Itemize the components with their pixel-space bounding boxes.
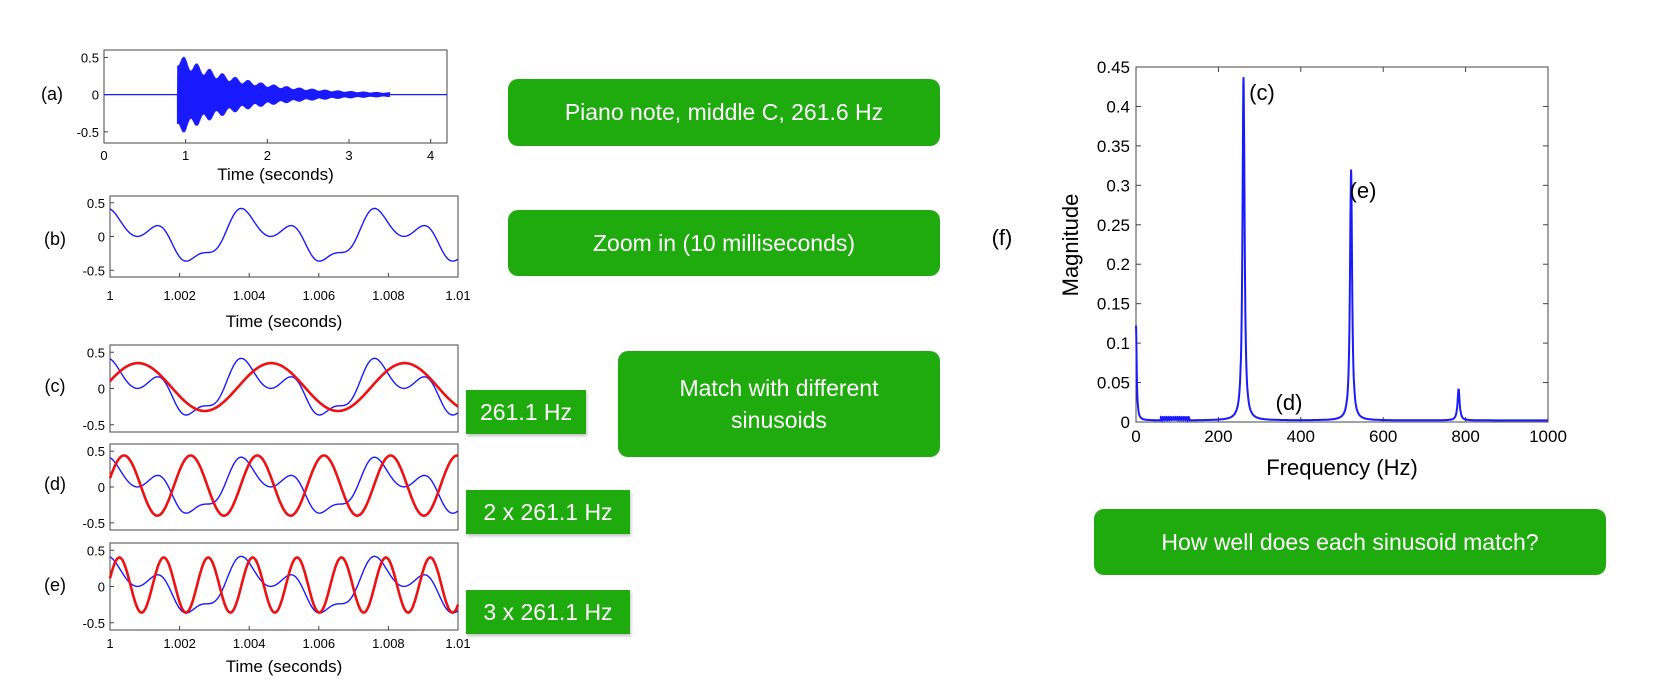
peak-annotation-c: (c) <box>1249 80 1275 105</box>
signal-waveform-b <box>109 207 459 262</box>
y-tick-label-a: 0.5 <box>81 50 99 65</box>
peak-annotation-d: (d) <box>1276 390 1303 415</box>
y-tick-label-d: -0.5 <box>83 516 105 531</box>
panel-label-b: (b) <box>44 229 66 249</box>
callout-how-well: How well does each sinusoid match? <box>1094 509 1606 575</box>
spectrum-line-f <box>1135 77 1548 424</box>
x-tick-label-e: 1.002 <box>163 636 196 651</box>
panel-label-a: (a) <box>41 84 63 104</box>
x-tick-label-b: 1.004 <box>233 288 266 303</box>
y-tick-label-e: -0.5 <box>83 616 105 631</box>
y-tick-label-c: 0 <box>98 382 105 397</box>
x-tick-label-b: 1 <box>106 288 113 303</box>
x-tick-label-f: 1000 <box>1529 427 1567 446</box>
y-tick-label-e: 0.5 <box>87 543 105 558</box>
x-tick-label-f: 800 <box>1451 427 1479 446</box>
y-tick-label-d: 0 <box>98 480 105 495</box>
y-tick-label-f: 0.05 <box>1097 374 1130 393</box>
y-tick-label-f: 0.35 <box>1097 137 1130 156</box>
x-tick-label-a: 3 <box>345 148 352 163</box>
x-tick-label-a: 4 <box>427 148 434 163</box>
y-tick-label-f: 0 <box>1121 413 1130 432</box>
x-axis-label-a: Time (seconds) <box>217 165 334 184</box>
x-tick-label-e: 1.006 <box>303 636 336 651</box>
x-tick-label-f: 200 <box>1204 427 1232 446</box>
x-tick-label-a: 0 <box>100 148 107 163</box>
y-tick-label-f: 0.15 <box>1097 295 1130 314</box>
callout-zoom-in: Zoom in (10 milliseconds) <box>508 210 940 276</box>
y-tick-label-b: 0.5 <box>87 196 105 211</box>
y-tick-label-b: -0.5 <box>83 263 105 278</box>
tag-c-frequency: 261.1 Hz <box>466 390 586 434</box>
y-tick-label-f: 0.1 <box>1106 334 1130 353</box>
signal-waveform-d <box>109 456 459 514</box>
sinusoid-d <box>108 454 458 518</box>
callout-piano-note: Piano note, middle C, 261.6 Hz <box>508 79 940 146</box>
y-tick-label-f: 0.3 <box>1106 176 1130 195</box>
x-tick-label-a: 2 <box>264 148 271 163</box>
x-axis-label-e: Time (seconds) <box>226 657 343 676</box>
sinusoid-e <box>108 556 460 614</box>
signal-waveform-e <box>109 555 459 614</box>
y-tick-label-f: 0.2 <box>1106 255 1130 274</box>
x-tick-label-a: 1 <box>182 148 189 163</box>
y-tick-label-f: 0.25 <box>1097 216 1130 235</box>
y-tick-label-c: -0.5 <box>83 418 105 433</box>
x-axis-label-b: Time (seconds) <box>226 312 343 331</box>
x-axis-label-f: Frequency (Hz) <box>1266 455 1418 480</box>
x-tick-label-e: 1.01 <box>445 636 470 651</box>
x-tick-label-f: 400 <box>1287 427 1315 446</box>
x-tick-label-f: 0 <box>1131 427 1140 446</box>
axes-frame-a <box>103 49 448 144</box>
x-tick-label-e: 1.004 <box>233 636 266 651</box>
signal-waveform-a <box>104 56 447 133</box>
y-tick-label-a: 0 <box>92 88 99 103</box>
peak-annotation-e: (e) <box>1350 178 1377 203</box>
tag-e-frequency: 3 x 261.1 Hz <box>466 590 630 634</box>
x-tick-label-b: 1.01 <box>445 288 470 303</box>
y-tick-label-a: -0.5 <box>77 125 99 140</box>
panel-label-e: (e) <box>44 575 66 595</box>
x-tick-label-e: 1 <box>106 636 113 651</box>
y-tick-label-f: 0.45 <box>1097 58 1130 77</box>
y-tick-label-e: 0 <box>98 580 105 595</box>
x-tick-label-e: 1.008 <box>372 636 405 651</box>
x-tick-label-b: 1.002 <box>163 288 196 303</box>
callout-match-sinusoids: Match with different sinusoids <box>618 351 940 457</box>
x-tick-label-b: 1.008 <box>372 288 405 303</box>
signal-waveform-c <box>109 357 459 416</box>
panel-label-c: (c) <box>45 376 66 396</box>
y-tick-label-c: 0.5 <box>87 345 105 360</box>
y-tick-label-b: 0 <box>98 230 105 245</box>
sinusoid-c <box>109 361 459 413</box>
x-tick-label-f: 600 <box>1369 427 1397 446</box>
y-axis-label-f: Magnitude <box>1058 194 1083 297</box>
x-tick-label-b: 1.006 <box>303 288 336 303</box>
tag-d-frequency: 2 x 261.1 Hz <box>466 490 630 534</box>
y-tick-label-d: 0.5 <box>87 444 105 459</box>
panel-label-d: (d) <box>44 474 66 494</box>
panel-label-f: (f) <box>992 225 1013 250</box>
y-tick-label-f: 0.4 <box>1106 97 1130 116</box>
axes-frame-f <box>1135 66 1549 423</box>
